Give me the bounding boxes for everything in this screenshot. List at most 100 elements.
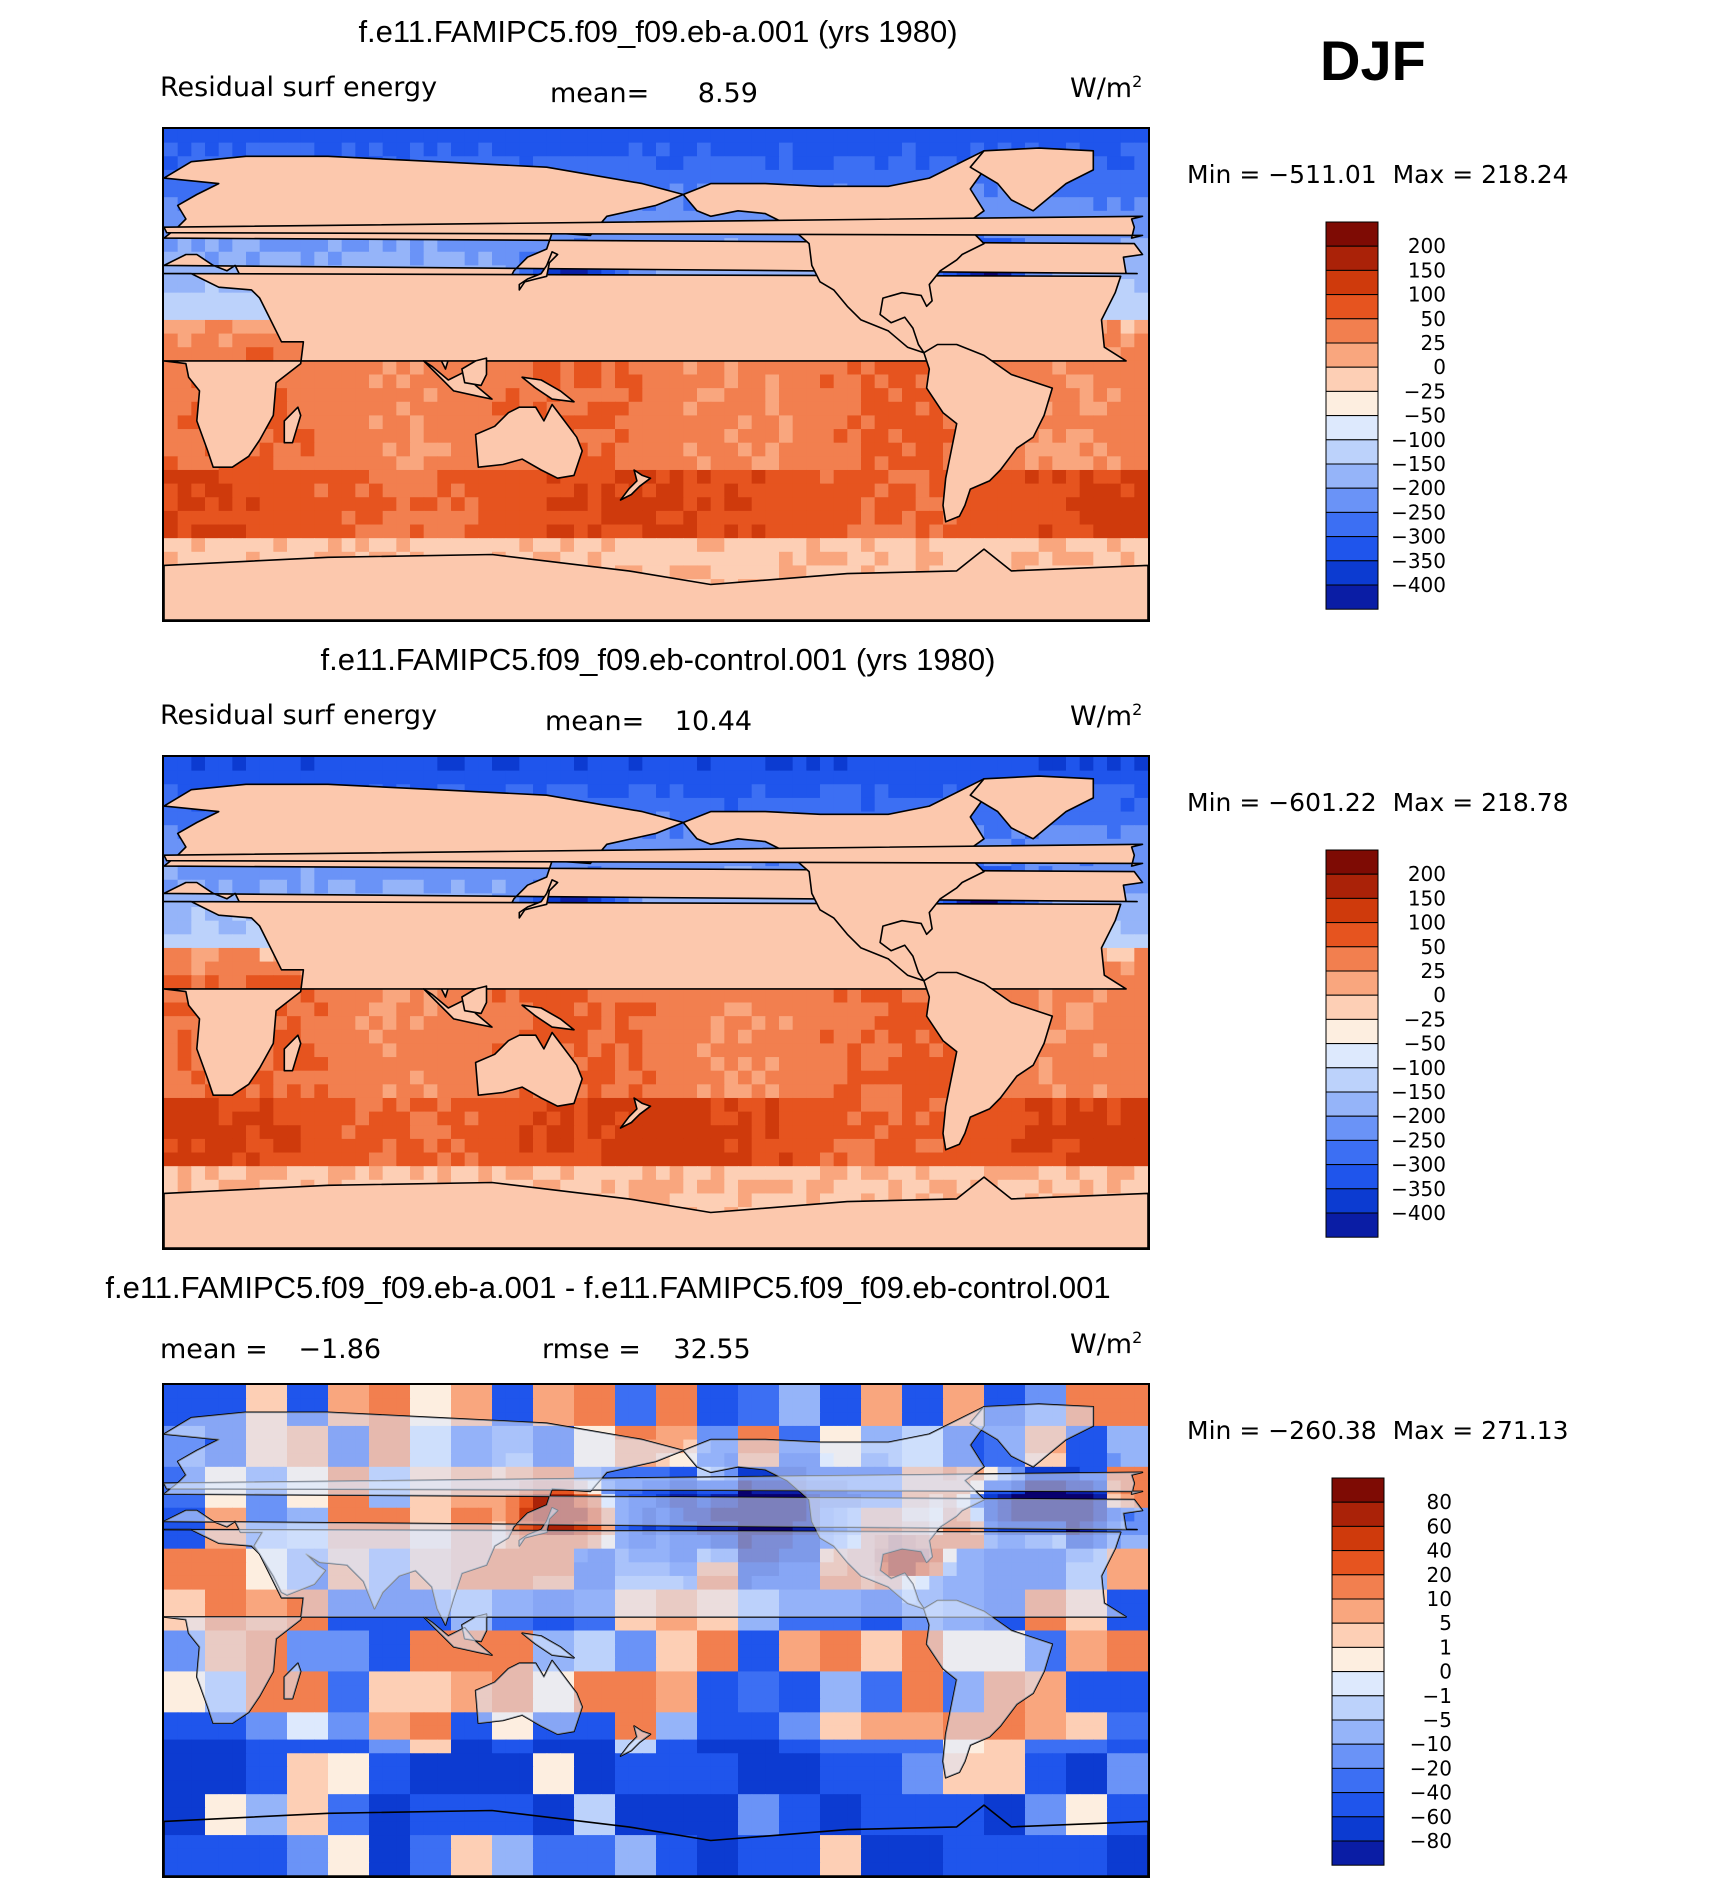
field-cell [615, 1016, 630, 1031]
field-cell [218, 757, 233, 772]
field-cell [915, 1125, 930, 1140]
field-cell [218, 1125, 233, 1140]
field-cell [246, 1125, 261, 1140]
field-cell [751, 142, 766, 157]
field-cell [287, 975, 302, 990]
field-cell [929, 1152, 944, 1167]
field-cell [1052, 757, 1067, 772]
field-cell [1052, 1016, 1067, 1031]
field-cell [300, 1138, 315, 1154]
field-cell [792, 442, 807, 457]
field-cell [1025, 538, 1040, 553]
field-cell [820, 156, 835, 171]
field-cell [902, 1043, 917, 1058]
field-cell [273, 1111, 288, 1126]
field-cell [929, 784, 944, 799]
field-cell [287, 142, 302, 157]
field-cell [246, 483, 261, 498]
field-cell [464, 1111, 479, 1126]
field-cell [847, 1125, 862, 1140]
field-cell [847, 1111, 862, 1126]
field-cell [765, 388, 780, 403]
field-cell [1107, 988, 1122, 1004]
field-cell [1107, 415, 1122, 430]
field-cell [601, 1097, 616, 1113]
field-cell [164, 825, 179, 840]
field-cell [1120, 442, 1135, 457]
field-cell [478, 401, 493, 417]
field-cell [861, 483, 876, 498]
coastline-samerica [923, 343, 1054, 523]
field-cell [710, 524, 725, 539]
field-cell [259, 538, 274, 553]
field-cell [833, 1002, 848, 1017]
field-cell [1011, 456, 1026, 471]
field-cell [601, 401, 616, 417]
field-cell [1066, 1166, 1081, 1181]
field-cell [533, 1152, 548, 1167]
field-cell [423, 497, 438, 512]
field-cell [191, 483, 206, 498]
field-cell [492, 1152, 507, 1167]
field-cell [1011, 1166, 1026, 1181]
field-cell [669, 565, 684, 580]
field-cell [273, 975, 288, 990]
field-cell [218, 319, 233, 335]
field-cell [164, 469, 179, 485]
field-cell [246, 866, 261, 881]
units-base: W/m [1070, 73, 1133, 104]
field-cell [628, 1125, 643, 1140]
field-cell [437, 401, 452, 417]
field-cell [765, 169, 780, 185]
field-cell [738, 1179, 753, 1195]
field-cell [314, 538, 329, 553]
field-cell [861, 1029, 876, 1045]
field-cell [847, 510, 862, 526]
field-cell [1052, 1166, 1067, 1181]
field-cell [164, 551, 179, 567]
field-cell [164, 1029, 179, 1045]
field-cell [1066, 1138, 1081, 1154]
field-cell [574, 388, 589, 403]
field-cell [369, 1070, 384, 1085]
field-cell [697, 415, 712, 430]
field-cell [642, 797, 657, 813]
field-cell [628, 415, 643, 430]
field-cell [628, 1152, 643, 1167]
field-cell [1134, 838, 1148, 854]
field-cell [956, 524, 971, 539]
field-cell [751, 1125, 766, 1140]
field-cell [218, 306, 233, 321]
field-cell [423, 469, 438, 485]
field-cell [656, 497, 671, 512]
field-cell [683, 429, 698, 444]
field-cell [751, 1111, 766, 1126]
field-cell [355, 1097, 370, 1113]
field-cell [902, 169, 917, 185]
field-cell [902, 538, 917, 553]
field-cell [164, 770, 179, 785]
field-cell [874, 142, 889, 157]
field-cell [765, 1084, 780, 1099]
field-cell [574, 1166, 589, 1181]
field-cell [779, 988, 794, 1004]
field-cell [738, 129, 753, 144]
field-cell [915, 1029, 930, 1045]
field-cell [738, 442, 753, 457]
field-cell [792, 1138, 807, 1154]
field-cell [396, 1016, 411, 1031]
field-cell [191, 1179, 206, 1195]
field-cell [341, 1111, 356, 1126]
field-cell [1107, 1111, 1122, 1126]
field-cell [505, 538, 520, 553]
field-cell [1093, 156, 1108, 171]
field-cell [1011, 497, 1026, 512]
field-cell [861, 1057, 876, 1072]
field-cell [1025, 1111, 1040, 1126]
field-cell [874, 129, 889, 144]
field-cell [396, 879, 411, 894]
colorbar-box [1325, 318, 1379, 344]
field-cell [464, 1097, 479, 1113]
field-cell [861, 784, 876, 799]
field-cell [546, 1125, 561, 1140]
